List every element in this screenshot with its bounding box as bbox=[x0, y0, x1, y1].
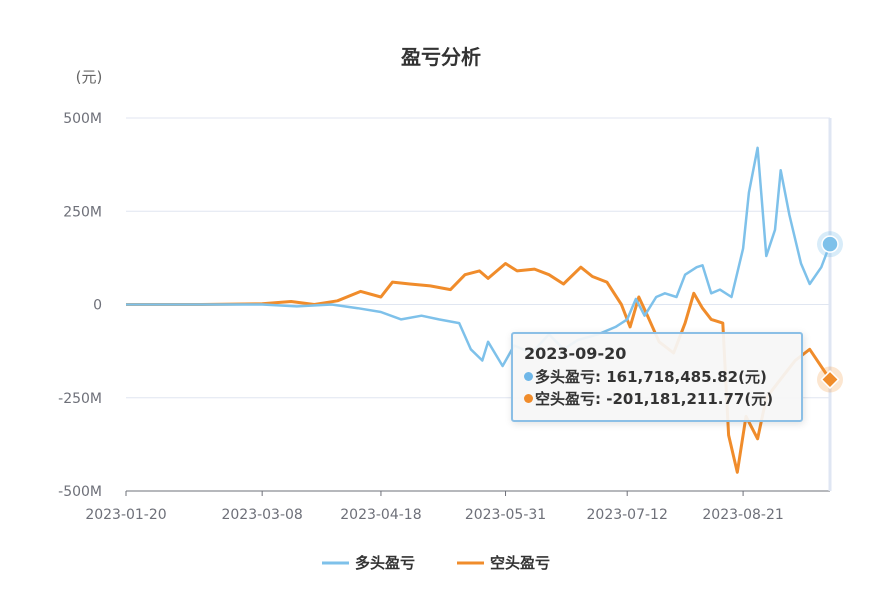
tooltip-dot-long bbox=[524, 372, 533, 381]
y-tick-label: -250M bbox=[58, 391, 102, 407]
y-axis-unit: (元) bbox=[76, 68, 103, 86]
legend-item-long[interactable]: 多头盈亏 bbox=[322, 554, 415, 572]
x-tick-label: 2023-03-08 bbox=[221, 507, 302, 523]
legend-label-short: 空头盈亏 bbox=[490, 554, 550, 572]
y-tick-label: -500M bbox=[58, 484, 102, 500]
legend-label-long: 多头盈亏 bbox=[355, 554, 415, 572]
series-end-markers[interactable] bbox=[817, 231, 843, 393]
series-line-long bbox=[126, 146, 832, 368]
x-tick-label: 2023-05-31 bbox=[465, 507, 546, 523]
legend-item-short[interactable]: 空头盈亏 bbox=[457, 554, 550, 572]
marker-short bbox=[820, 369, 840, 390]
tooltip: 2023-09-20 多头盈亏: 161,718,485.82(元) 空头盈亏:… bbox=[511, 332, 803, 422]
tooltip-row-short: 空头盈亏: -201,181,211.77(元) bbox=[524, 388, 801, 410]
tooltip-date: 2023-09-20 bbox=[524, 344, 627, 363]
y-tick-label: 250M bbox=[63, 204, 102, 220]
tooltip-value-short: 空头盈亏: -201,181,211.77(元) bbox=[535, 390, 774, 408]
chart-title: 盈亏分析 bbox=[400, 45, 481, 69]
x-tick-label: 2023-07-12 bbox=[587, 507, 668, 523]
tooltip-value-long: 多头盈亏: 161,718,485.82(元) bbox=[535, 368, 767, 386]
marker-long bbox=[821, 235, 839, 253]
series-lines[interactable] bbox=[126, 146, 832, 474]
tooltip-dot-short bbox=[524, 394, 533, 403]
legend: 多头盈亏 空头盈亏 bbox=[322, 554, 550, 572]
y-tick-label: 500M bbox=[63, 111, 102, 127]
y-axis-ticks: 500M 250M 0 -250M -500M bbox=[58, 111, 102, 500]
x-axis: 2023-01-20 2023-03-08 2023-04-18 2023-05-31… bbox=[85, 490, 830, 523]
x-tick-label: 2023-08-21 bbox=[702, 507, 783, 523]
x-tick-label: 2023-04-18 bbox=[340, 507, 421, 523]
series-line-short bbox=[126, 262, 832, 474]
tooltip-row-long: 多头盈亏: 161,718,485.82(元) bbox=[524, 366, 801, 388]
y-tick-label: 0 bbox=[93, 298, 102, 314]
x-tick-label: 2023-01-20 bbox=[85, 507, 166, 523]
